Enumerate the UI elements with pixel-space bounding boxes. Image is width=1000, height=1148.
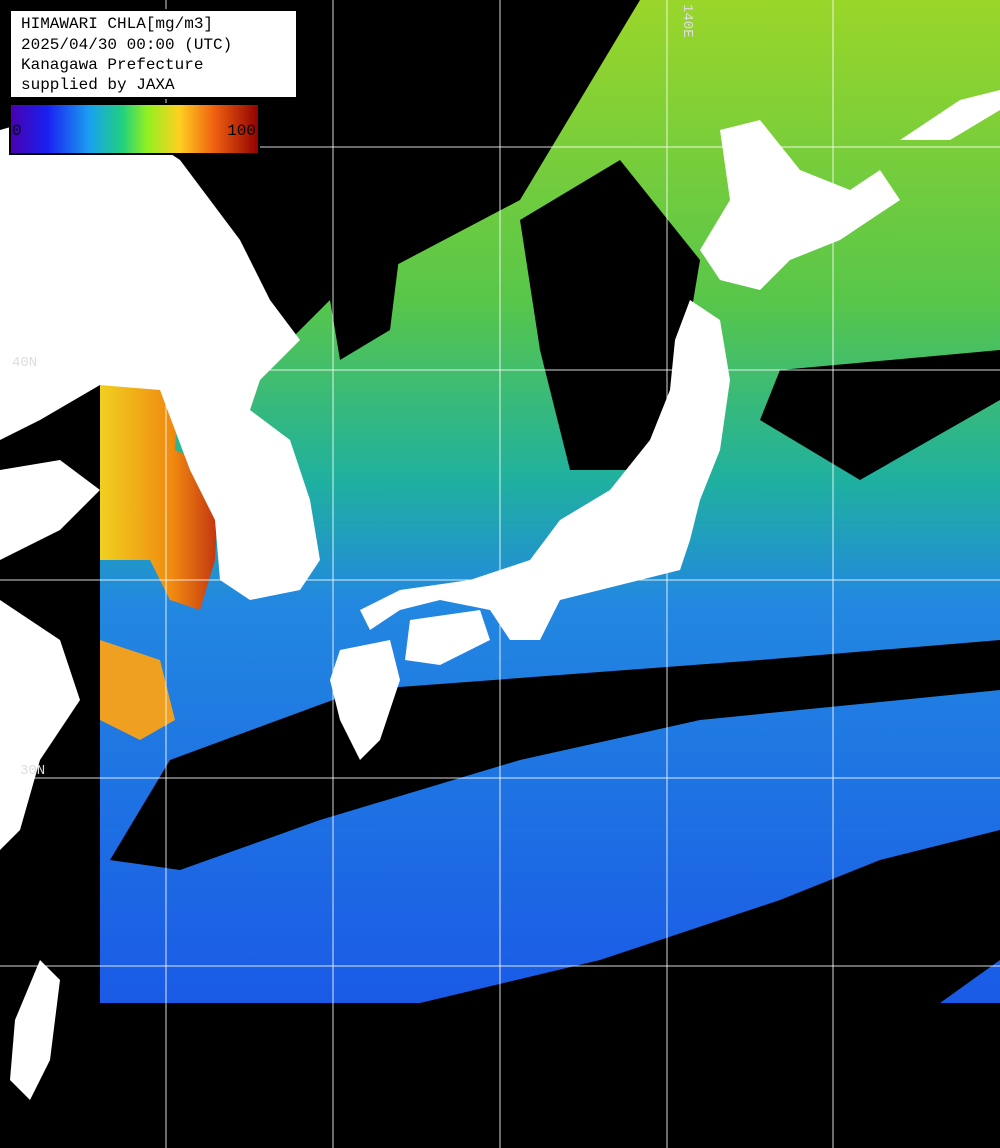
cloud xyxy=(420,830,1000,1003)
land-shandong xyxy=(0,460,100,560)
land-honshu xyxy=(360,300,730,640)
land-hokkaido xyxy=(700,120,900,290)
land-shikoku xyxy=(405,610,490,665)
legend-line: Kanagawa Prefecture xyxy=(21,56,203,74)
cloud xyxy=(330,250,400,360)
land-korea-china xyxy=(0,110,320,600)
colorbar xyxy=(9,103,260,155)
lat-label: 40N xyxy=(12,355,37,371)
cloud xyxy=(520,160,700,470)
legend-box xyxy=(9,9,298,99)
land-kurils xyxy=(900,90,1000,140)
legend-line: 2025/04/30 00:00 (UTC) xyxy=(21,36,232,54)
lat-label: 30N xyxy=(20,763,45,779)
legend-line: HIMAWARI CHLA[mg/m3] xyxy=(21,15,213,33)
land-taiwan xyxy=(10,960,60,1100)
lon-label: 140E xyxy=(679,4,695,38)
cloud xyxy=(760,350,1000,480)
high-chla-coast xyxy=(100,640,175,740)
high-chla-yellow-sea xyxy=(100,380,220,610)
legend-line: supplied by JAXA xyxy=(21,76,175,94)
colorbar-max-label: 100 xyxy=(227,122,256,140)
colorbar-min-label: 0 xyxy=(12,122,22,140)
land-kyushu xyxy=(330,640,400,760)
land-china-coast xyxy=(0,600,80,850)
